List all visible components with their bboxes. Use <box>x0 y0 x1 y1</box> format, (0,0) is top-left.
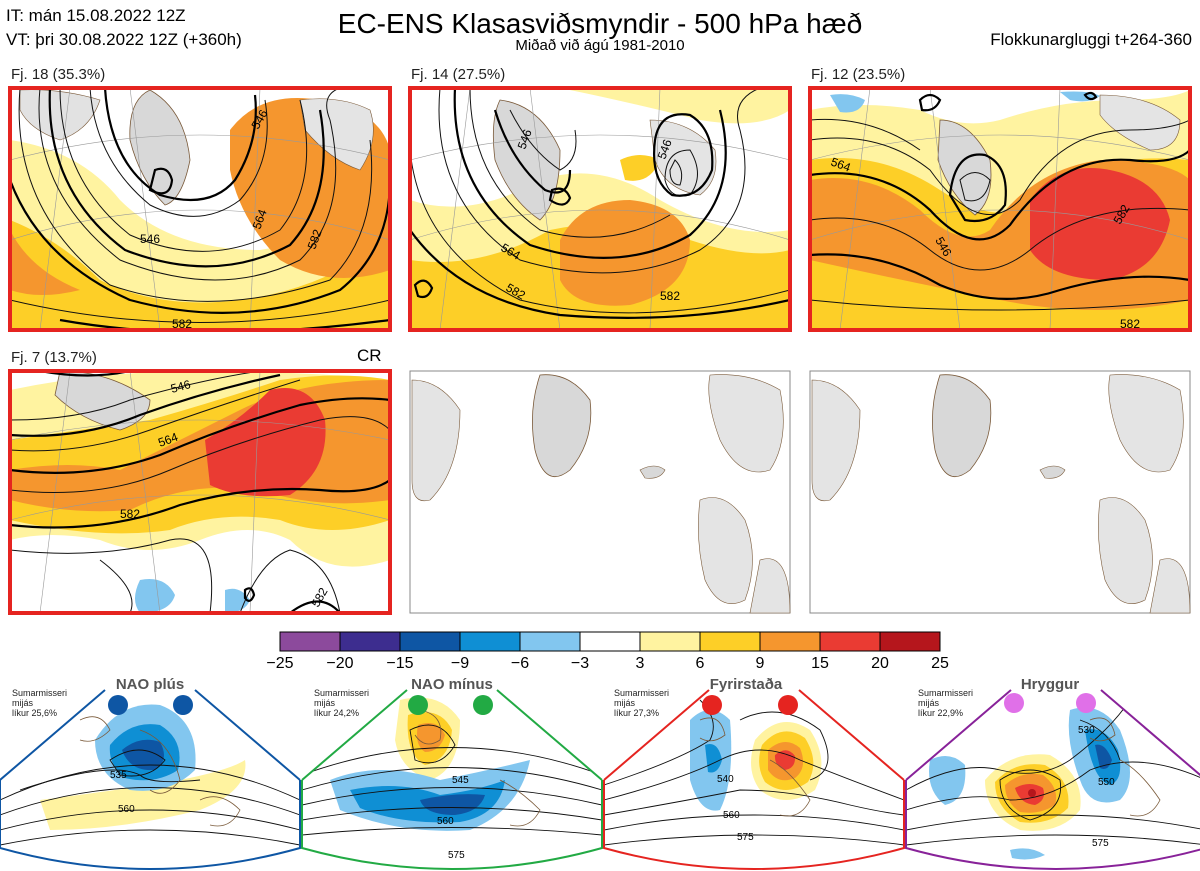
cluster-label-4: Fj. 7 (13.7%) <box>11 349 97 366</box>
colorbar-swatch <box>279 631 341 652</box>
regime-contour-label: 545 <box>452 775 469 786</box>
colorbar-swatch <box>879 631 941 652</box>
contour-label: 564 <box>829 155 853 175</box>
contour-label: 582 <box>660 289 680 303</box>
cluster-label-2: Fj. 14 (27.5%) <box>411 66 506 83</box>
classification-window: Flokkunargluggi t+264-360 <box>990 30 1192 49</box>
contour-label: 546 <box>655 137 675 161</box>
cluster-map-4: 546 564 582 582 <box>10 371 390 613</box>
regime-meta-blocking: Sumarmisseri mijás líkur 27,3% <box>614 688 670 718</box>
cluster-highlight-frame <box>408 86 792 332</box>
regime-contour-label: 540 <box>717 774 734 785</box>
cr-label: CR <box>357 346 382 365</box>
colorbar-tick-label: −15 <box>386 655 414 672</box>
colorbar-swatch <box>699 631 761 652</box>
contour-label: 582 <box>1120 317 1140 331</box>
empty-map-6 <box>809 370 1191 614</box>
colorbar-swatch <box>339 631 401 652</box>
regime-meta-ridge: Sumarmisseri mijás líkur 22,9% <box>918 688 974 718</box>
contour-label: 582 <box>120 507 140 521</box>
contour-label: 582 <box>305 227 325 251</box>
colorbar-swatch <box>639 631 701 652</box>
regime-contour-label: 560 <box>118 804 135 815</box>
regime-meta-nao-minus: Sumarmisseri mijás líkur 24,2% <box>314 688 370 718</box>
regime-contour-label: 535 <box>110 770 127 781</box>
regime-title-nao-plus: NAO plús <box>115 676 185 693</box>
cluster-highlight-frame <box>8 86 392 332</box>
regime-map-blocking: 540 560 575 <box>603 689 905 870</box>
contour-label: 564 <box>250 207 270 231</box>
cluster-map-1: 546 564 582 582 546 <box>10 88 390 331</box>
regime-contour-label: 560 <box>437 816 454 827</box>
colorbar-tick-label: −6 <box>510 655 530 672</box>
regime-contour-label: 550 <box>1098 777 1115 788</box>
colorbar-tick-labels: −25 −20 −15 −9 −6 −3 3 6 9 15 20 25 <box>0 655 1200 675</box>
regime-meta-nao-plus: Sumarmisseri mijás líkur 25,6% <box>12 688 68 718</box>
colorbar-tick-label: 20 <box>871 655 889 672</box>
contour-label: 546 <box>515 127 535 151</box>
regime-contour-label: 575 <box>737 832 754 843</box>
cluster-label-3: Fj. 12 (23.5%) <box>811 66 906 83</box>
regime-contour-label: 530 <box>1078 725 1095 736</box>
regime-contour-label: 560 <box>723 810 740 821</box>
cluster-highlight-frame <box>8 369 392 615</box>
colorbar-swatch <box>819 631 881 652</box>
cluster-label-1: Fj. 18 (35.3%) <box>11 66 106 83</box>
cluster-highlight-frame <box>808 86 1192 332</box>
colorbar-tick-label: −9 <box>450 655 470 672</box>
regime-title-nao-minus: NAO mínus <box>411 676 493 693</box>
page-title: EC-ENS Klasasviðsmyndir - 500 hPa hæð <box>337 8 863 39</box>
contour-label: 564 <box>156 430 180 450</box>
contour-label: 546 <box>140 232 160 246</box>
colorbar-tick-label: 3 <box>635 655 645 672</box>
regime-contour-label: 575 <box>1092 838 1109 849</box>
colorbar-tick-label: −25 <box>266 655 294 672</box>
colorbar-swatch <box>579 631 641 652</box>
cluster-map-2: 546 564 582 546 582 <box>410 88 790 330</box>
colorbar-swatch <box>459 631 521 652</box>
colorbar-swatch <box>519 631 581 652</box>
contour-label: 582 <box>172 317 192 331</box>
regime-title-ridge: Hryggur <box>1020 676 1080 693</box>
cluster-map-3: 564 546 582 582 <box>810 88 1190 331</box>
issue-time: IT: mán 15.08.2022 12Z <box>6 6 186 25</box>
contour-label: 546 <box>169 377 192 396</box>
regime-contour-label: 575 <box>448 850 465 861</box>
header-times: IT: mán 15.08.2022 12Z VT: þri 30.08.202… <box>6 4 242 52</box>
empty-map-5 <box>409 370 791 614</box>
colorbar-swatch <box>759 631 821 652</box>
colorbar-tick-label: 15 <box>811 655 829 672</box>
page-subtitle: Miðað við ágú 1981-2010 <box>515 37 685 54</box>
colorbar-tick-label: 9 <box>755 655 765 672</box>
colorbar <box>279 631 941 652</box>
colorbar-tick-label: 6 <box>695 655 705 672</box>
colorbar-tick-label: −20 <box>326 655 354 672</box>
colorbar-swatch <box>399 631 461 652</box>
colorbar-tick-label: −3 <box>570 655 590 672</box>
colorbar-tick-label: 25 <box>931 655 949 672</box>
valid-time: VT: þri 30.08.2022 12Z (+360h) <box>6 30 242 49</box>
regime-title-blocking: Fyrirstaða <box>709 676 783 693</box>
